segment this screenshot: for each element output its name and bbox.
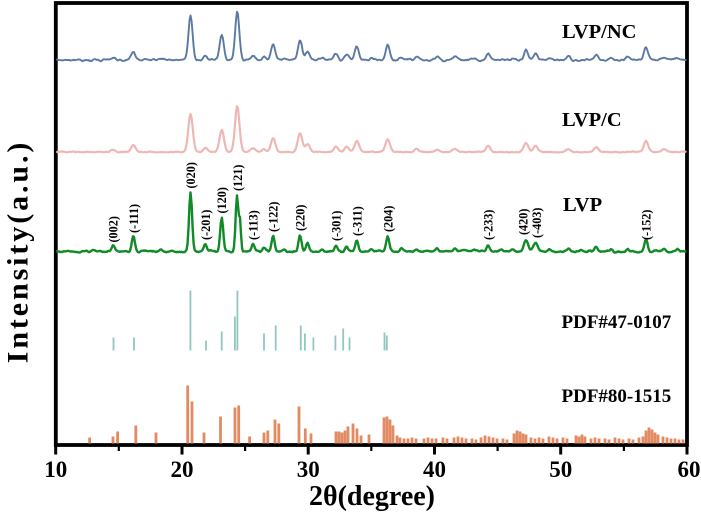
svg-text:(-233): (-233) — [482, 210, 496, 240]
svg-text:(220): (220) — [294, 205, 308, 231]
svg-text:40: 40 — [423, 457, 446, 482]
svg-text:(-111): (-111) — [127, 204, 141, 233]
svg-text:(-403): (-403) — [530, 208, 544, 238]
svg-text:PDF#47-0107: PDF#47-0107 — [562, 312, 672, 333]
svg-text:(-152): (-152) — [640, 210, 654, 240]
svg-text:(121): (121) — [231, 165, 245, 191]
svg-text:(020): (020) — [184, 162, 198, 188]
svg-text:(-311): (-311) — [350, 206, 364, 236]
svg-text:LVP/C: LVP/C — [562, 109, 622, 131]
svg-text:2θ(degree): 2θ(degree) — [309, 481, 435, 512]
svg-text:(002): (002) — [107, 216, 121, 242]
svg-text:20: 20 — [171, 457, 194, 482]
svg-text:(420): (420) — [517, 209, 531, 235]
svg-text:30: 30 — [297, 457, 320, 482]
svg-text:(-122): (-122) — [267, 202, 281, 232]
svg-text:50: 50 — [549, 457, 572, 482]
svg-text:(120): (120) — [215, 187, 229, 213]
svg-text:60: 60 — [678, 457, 701, 482]
svg-text:Intensity(a.u.): Intensity(a.u.) — [2, 140, 35, 364]
svg-text:LVP/NC: LVP/NC — [562, 21, 636, 43]
svg-text:LVP: LVP — [563, 194, 602, 216]
svg-text:(-301): (-301) — [330, 211, 344, 241]
svg-text:10: 10 — [44, 457, 67, 482]
svg-text:(-113): (-113) — [246, 210, 260, 240]
svg-text:PDF#80-1515: PDF#80-1515 — [562, 386, 672, 407]
svg-text:(-201): (-201) — [199, 210, 213, 240]
svg-text:(204): (204) — [381, 206, 395, 232]
